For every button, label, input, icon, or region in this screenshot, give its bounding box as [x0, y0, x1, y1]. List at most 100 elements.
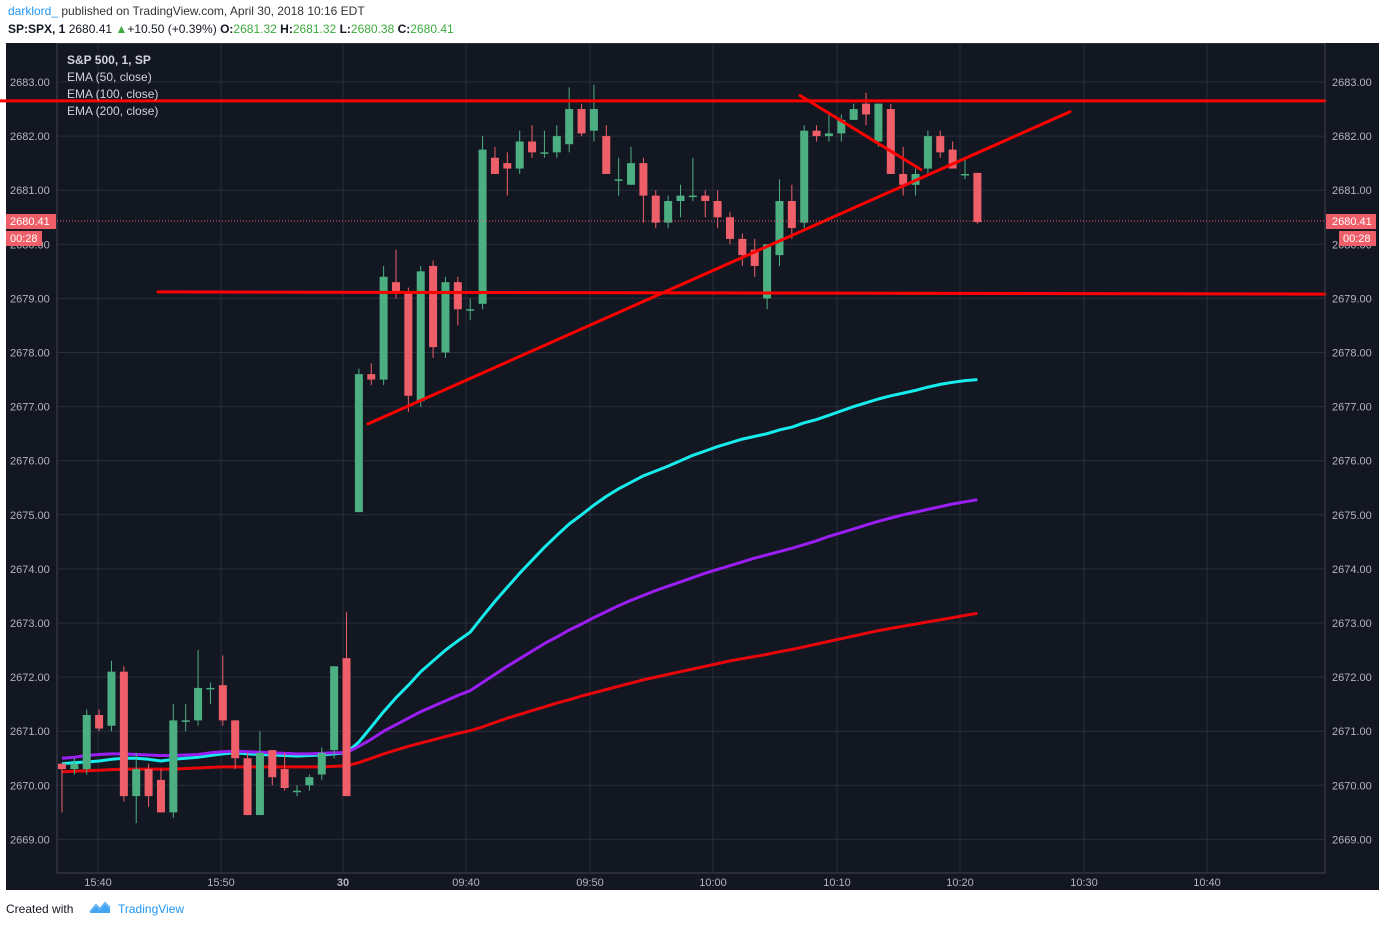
candle[interactable] [886, 103, 895, 174]
candle[interactable] [750, 238, 759, 277]
candle[interactable] [490, 146, 499, 174]
candle[interactable] [775, 179, 784, 266]
candle-body [676, 195, 685, 202]
candle[interactable] [602, 125, 611, 174]
candle[interactable] [280, 752, 289, 791]
descending-trendline[interactable] [798, 94, 923, 172]
tradingview-brand-link[interactable]: TradingView [118, 902, 185, 916]
candle[interactable] [391, 249, 400, 299]
candle[interactable] [639, 157, 648, 223]
price-chart[interactable]: 2683.00 2683.00 2682.00 2682.00 2681.00 2681.… [0, 43, 1383, 893]
candle[interactable] [589, 84, 598, 142]
candle[interactable] [961, 157, 970, 180]
candle[interactable] [923, 130, 932, 174]
candle[interactable] [763, 244, 772, 310]
tradingview-logo-icon[interactable] [88, 900, 112, 916]
candle[interactable] [268, 750, 277, 786]
candle-body [515, 141, 524, 169]
candle[interactable] [330, 666, 339, 759]
candle[interactable] [342, 612, 351, 797]
candle[interactable] [614, 157, 623, 196]
candle[interactable] [725, 211, 734, 245]
candles[interactable] [58, 84, 982, 824]
candle[interactable] [218, 655, 227, 726]
candle[interactable] [503, 152, 512, 196]
candle[interactable] [453, 276, 462, 326]
ascending-trendline[interactable] [366, 110, 1072, 426]
candle[interactable] [528, 125, 537, 158]
candle-body [552, 136, 561, 153]
candle[interactable] [293, 785, 302, 797]
candle[interactable] [206, 682, 215, 705]
candle[interactable] [58, 763, 66, 813]
time-tick: 09:40 [452, 877, 480, 889]
candle[interactable] [231, 720, 240, 770]
candle[interactable] [552, 125, 561, 158]
candle[interactable] [627, 146, 636, 185]
candle[interactable] [837, 114, 846, 142]
price-tick-right: 2681.00 [1332, 185, 1372, 197]
candle[interactable] [565, 87, 574, 153]
candle[interactable] [144, 763, 153, 807]
candle[interactable] [540, 130, 549, 158]
price-tick-right: 2678.00 [1332, 348, 1372, 360]
candle[interactable] [936, 130, 945, 158]
candle[interactable] [243, 752, 252, 816]
price-tick-left: 2670.00 [10, 780, 50, 792]
candle[interactable] [849, 103, 858, 120]
candle[interactable] [429, 260, 438, 358]
candle[interactable] [800, 125, 809, 229]
candle[interactable] [367, 363, 376, 385]
candle[interactable] [354, 368, 363, 513]
candle[interactable] [738, 233, 747, 266]
candle[interactable] [305, 774, 314, 791]
candle[interactable] [466, 298, 475, 321]
candle-body [713, 201, 722, 218]
time-tick: 30 [337, 877, 349, 889]
candle[interactable] [812, 125, 821, 142]
candle[interactable] [404, 287, 413, 413]
candle[interactable] [132, 752, 141, 824]
candle[interactable] [862, 92, 871, 126]
candle[interactable] [577, 103, 586, 137]
candle[interactable] [973, 172, 982, 224]
time-tick: 10:30 [1070, 877, 1098, 889]
candle[interactable] [95, 709, 104, 732]
candle-body [305, 777, 314, 786]
candle[interactable] [181, 704, 190, 732]
candle[interactable] [713, 190, 722, 229]
candle[interactable] [119, 666, 128, 802]
candle-body [391, 282, 400, 293]
candle[interactable] [255, 731, 264, 816]
candle[interactable] [107, 660, 116, 732]
candle[interactable] [651, 190, 660, 229]
candle[interactable] [379, 265, 388, 385]
time-axis[interactable]: 15:40 15:50 30 09:40 09:50 10:00 10:10 10:20 10:… [84, 877, 1221, 889]
candle[interactable] [874, 103, 883, 147]
candle[interactable] [787, 184, 796, 239]
candle[interactable] [194, 650, 203, 726]
candle-body [317, 752, 326, 775]
author-link[interactable]: darklord_ [8, 4, 59, 18]
support-line[interactable] [156, 290, 1327, 296]
candle[interactable] [156, 769, 165, 813]
candle[interactable] [515, 130, 524, 174]
candle[interactable] [824, 114, 833, 142]
candle[interactable] [317, 747, 326, 780]
candle[interactable] [676, 184, 685, 218]
candle[interactable] [688, 157, 697, 202]
trend-drawings[interactable] [0, 94, 1327, 426]
candle[interactable] [441, 276, 450, 358]
candle[interactable] [169, 704, 178, 818]
candle[interactable] [478, 136, 487, 310]
ema-lines [61, 378, 978, 774]
chart-header: darklord_ published on TradingView.com, … [0, 0, 1383, 43]
candle[interactable] [664, 195, 673, 229]
price-tick-left: 2673.00 [10, 618, 50, 630]
candle[interactable] [82, 709, 91, 775]
candle[interactable] [70, 758, 79, 775]
candle[interactable] [701, 190, 710, 218]
candle[interactable] [416, 265, 425, 407]
high-label: H: [280, 22, 293, 36]
candle-body [144, 769, 153, 797]
